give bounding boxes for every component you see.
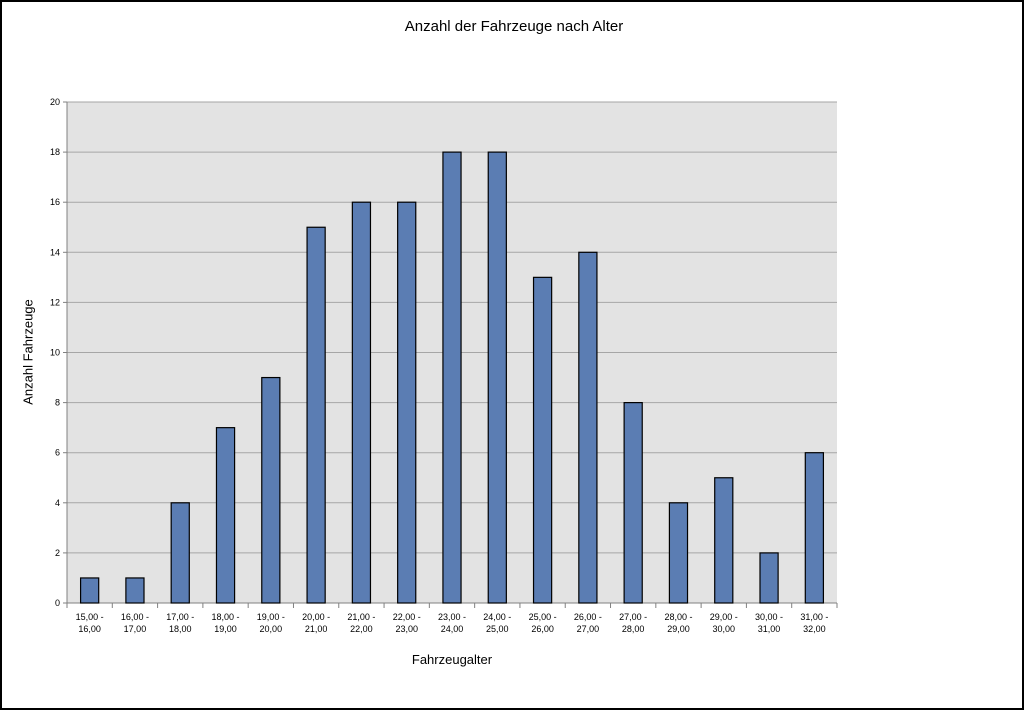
- bar: [170, 502, 190, 604]
- bar: [397, 201, 417, 604]
- x-tick-label: 21,00 -: [347, 612, 375, 622]
- chart-title: Anzahl der Fahrzeuge nach Alter: [404, 18, 624, 35]
- y-tick-label: 4: [55, 498, 60, 508]
- y-tick-label: 0: [55, 598, 60, 608]
- x-tick-label: 25,00 -: [529, 612, 557, 622]
- bar: [714, 477, 734, 604]
- y-tick-label: 12: [50, 297, 60, 307]
- x-tick-label: 23,00: [395, 624, 418, 634]
- x-tick-label: 27,00: [577, 624, 600, 634]
- x-tick-label: 28,00 -: [664, 612, 692, 622]
- x-tick-label: 17,00 -: [166, 612, 194, 622]
- bar: [79, 577, 100, 604]
- x-tick-label: 30,00: [712, 624, 735, 634]
- x-tick-label: 19,00 -: [257, 612, 285, 622]
- bar: [306, 226, 326, 604]
- bar: [261, 376, 281, 604]
- x-tick-label: 31,00 -: [800, 612, 828, 622]
- x-tick-label: 17,00: [124, 624, 147, 634]
- bar: [578, 251, 598, 604]
- bar: [487, 151, 507, 604]
- x-tick-label: 27,00 -: [619, 612, 647, 622]
- x-tick-label: 16,00 -: [121, 612, 149, 622]
- y-tick-label: 2: [55, 548, 60, 558]
- y-axis-title: Anzahl Fahrzeuge: [20, 299, 36, 405]
- x-tick-label: 15,00 -: [76, 612, 104, 622]
- x-tick-label: 16,00: [78, 624, 101, 634]
- x-tick-label: 28,00: [622, 624, 645, 634]
- x-tick-label: 19,00: [214, 624, 237, 634]
- x-tick-label: 23,00 -: [438, 612, 466, 622]
- x-tick-label: 18,00: [169, 624, 192, 634]
- x-tick-label: 20,00: [260, 624, 283, 634]
- bar: [125, 577, 145, 604]
- bar: [351, 201, 372, 604]
- x-tick-label: 26,00 -: [574, 612, 602, 622]
- plot-area: 0 2 4 6 8 10 12 14 16 18 20 15,00 - 16,00 16,00 - 17,0…: [50, 97, 838, 634]
- y-tick-label: 18: [50, 147, 60, 157]
- y-tick-label: 10: [50, 348, 60, 358]
- x-tick-label: 21,00: [305, 624, 328, 634]
- x-tick-label: 25,00: [486, 624, 509, 634]
- x-tick-label: 24,00: [441, 624, 464, 634]
- bar: [804, 452, 825, 604]
- x-tick-label: 26,00: [531, 624, 554, 634]
- x-tick-label: 22,00 -: [393, 612, 421, 622]
- x-tick-label: 20,00 -: [302, 612, 330, 622]
- x-tick-label: 24,00 -: [483, 612, 511, 622]
- x-tick-label: 30,00 -: [755, 612, 783, 622]
- x-tick-label: 31,00: [758, 624, 781, 634]
- y-tick-label: 6: [55, 448, 60, 458]
- y-tick-label: 8: [55, 398, 60, 408]
- x-tick-label: 29,00 -: [710, 612, 738, 622]
- bar: [532, 276, 553, 604]
- bar: [759, 552, 779, 604]
- bar: [442, 151, 462, 604]
- bar: [668, 502, 689, 604]
- y-tick-label: 20: [50, 97, 60, 107]
- x-tick-label: 22,00: [350, 624, 373, 634]
- bar: [215, 427, 236, 604]
- x-tick-label: 18,00 -: [212, 612, 240, 622]
- y-tick-label: 16: [50, 197, 60, 207]
- x-axis-title: Fahrzeugalter: [411, 652, 493, 667]
- bar: [623, 402, 643, 604]
- x-tick-label: 32,00: [803, 624, 826, 634]
- x-tick-label: 29,00: [667, 624, 690, 634]
- y-tick-label: 14: [50, 247, 60, 257]
